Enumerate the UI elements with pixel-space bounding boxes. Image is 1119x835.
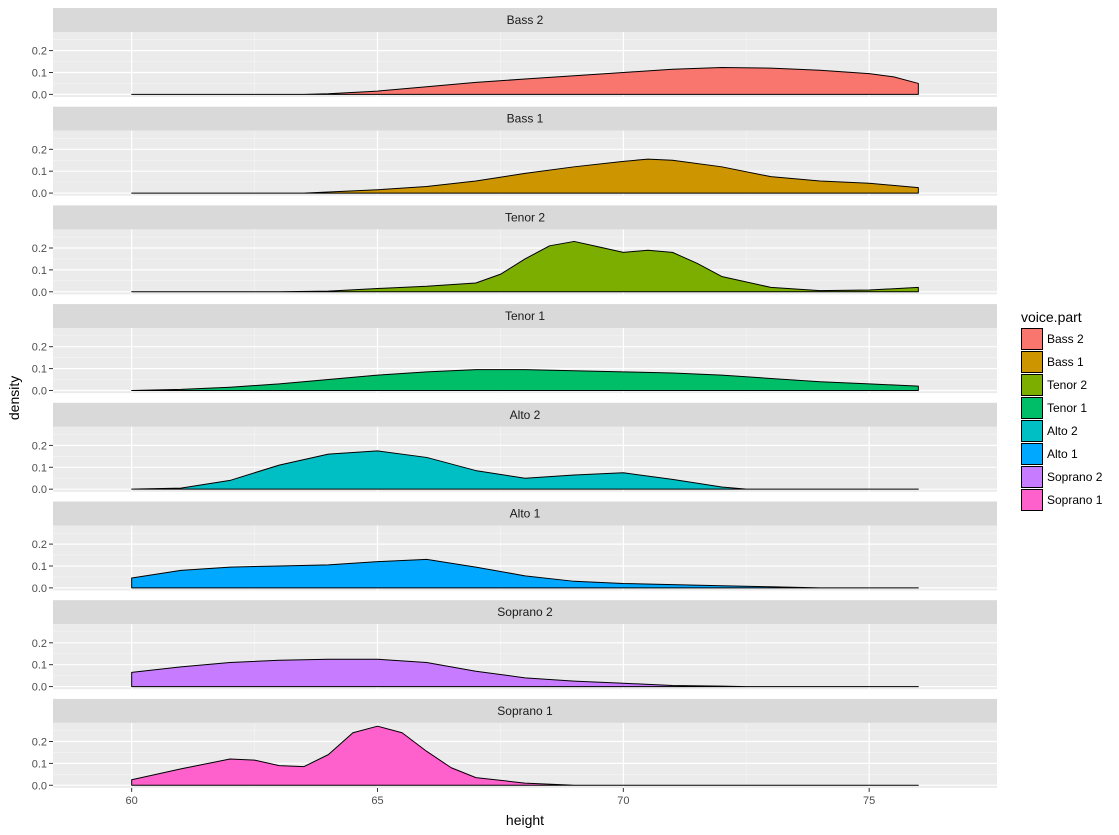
facet-panel: Soprano 1 0.0 0.1 0.2 bbox=[32, 698, 997, 792]
y-tick-label: 0.0 bbox=[32, 484, 47, 496]
density-area bbox=[131, 450, 919, 490]
density-area bbox=[131, 66, 919, 95]
y-tick-label: 0.2 bbox=[32, 342, 47, 354]
facet-strip-label: Tenor 2 bbox=[505, 210, 545, 224]
y-tick-label: 0.0 bbox=[32, 583, 47, 595]
x-axis: 60 65 70 75 bbox=[126, 787, 875, 807]
legend-swatch bbox=[1021, 328, 1043, 350]
density-area bbox=[131, 725, 919, 786]
legend: voice.part Bass 2 Bass 1 Tenor 2 Tenor 1 Alt… bbox=[1021, 309, 1103, 511]
legend-label: Tenor 1 bbox=[1047, 401, 1087, 415]
facet-strip-label: Alto 2 bbox=[510, 408, 541, 422]
y-tick-label: 0.1 bbox=[32, 67, 47, 79]
facet-panel: Soprano 2 0.0 0.1 0.2 bbox=[32, 600, 997, 694]
density-area bbox=[131, 158, 919, 194]
legend-swatch bbox=[1021, 351, 1043, 373]
y-tick-label: 0.1 bbox=[32, 265, 47, 277]
x-axis-title: height bbox=[506, 812, 544, 828]
legend-label: Alto 2 bbox=[1047, 424, 1078, 438]
y-tick-label: 0.0 bbox=[32, 682, 47, 694]
facet-panel: Bass 1 0.0 0.1 0.2 bbox=[32, 106, 997, 200]
legend-label: Soprano 2 bbox=[1047, 470, 1103, 484]
y-tick-label: 0.1 bbox=[32, 758, 47, 770]
legend-label: Soprano 1 bbox=[1047, 493, 1103, 507]
facet-strip-label: Alto 1 bbox=[510, 507, 541, 521]
y-axis-title: density bbox=[6, 376, 22, 420]
facet-strip-label: Bass 2 bbox=[507, 13, 544, 27]
y-tick-label: 0.1 bbox=[32, 166, 47, 178]
legend-swatch bbox=[1021, 489, 1043, 511]
facet-strip-label: Soprano 1 bbox=[497, 704, 553, 718]
density-area bbox=[131, 658, 919, 688]
facet-panel: Tenor 2 0.0 0.1 0.2 bbox=[32, 205, 997, 299]
facet-panel: Alto 1 0.0 0.1 0.2 bbox=[32, 501, 997, 595]
legend-title: voice.part bbox=[1021, 309, 1082, 325]
y-tick-label: 0.2 bbox=[32, 638, 47, 650]
y-tick-label: 0.2 bbox=[32, 539, 47, 551]
y-tick-label: 0.2 bbox=[32, 243, 47, 255]
y-tick-label: 0.2 bbox=[32, 737, 47, 749]
facet-panel: Bass 2 0.0 0.1 0.2 bbox=[32, 8, 997, 101]
legend-swatch bbox=[1021, 374, 1043, 396]
facet-strip-label: Tenor 1 bbox=[505, 309, 545, 323]
y-tick-label: 0.0 bbox=[32, 780, 47, 792]
density-area bbox=[131, 558, 919, 589]
x-tick-label: 70 bbox=[617, 795, 629, 807]
y-tick-label: 0.0 bbox=[32, 385, 47, 397]
facet-panel: Alto 2 0.0 0.1 0.2 bbox=[32, 402, 997, 496]
facet-strip-label: Soprano 2 bbox=[497, 605, 553, 619]
facet-panel: Tenor 1 0.0 0.1 0.2 bbox=[32, 304, 997, 397]
legend-label: Bass 1 bbox=[1047, 355, 1084, 369]
y-tick-label: 0.2 bbox=[32, 144, 47, 156]
legend-swatch bbox=[1021, 443, 1043, 465]
facet-strip bbox=[53, 8, 997, 32]
x-tick-label: 75 bbox=[863, 795, 875, 807]
legend-swatch bbox=[1021, 420, 1043, 442]
y-tick-label: 0.0 bbox=[32, 89, 47, 101]
x-tick-label: 65 bbox=[371, 795, 383, 807]
y-tick-label: 0.1 bbox=[32, 462, 47, 474]
y-tick-label: 0.1 bbox=[32, 660, 47, 672]
density-area bbox=[131, 240, 919, 293]
y-tick-label: 0.0 bbox=[32, 188, 47, 200]
facet-strip bbox=[53, 402, 997, 427]
facet-strip bbox=[53, 106, 997, 131]
density-area bbox=[131, 369, 919, 391]
facet-strip bbox=[53, 304, 997, 329]
legend-swatch bbox=[1021, 397, 1043, 419]
legend-label: Bass 2 bbox=[1047, 332, 1084, 346]
y-tick-label: 0.2 bbox=[32, 440, 47, 452]
facet-strip-label: Bass 1 bbox=[507, 112, 544, 126]
facet-strip bbox=[53, 600, 997, 625]
legend-swatch bbox=[1021, 466, 1043, 488]
facet-strip bbox=[53, 698, 997, 723]
y-tick-label: 0.2 bbox=[32, 46, 47, 58]
legend-label: Tenor 2 bbox=[1047, 378, 1087, 392]
y-tick-label: 0.0 bbox=[32, 287, 47, 299]
y-tick-label: 0.1 bbox=[32, 561, 47, 573]
facet-panels: Bass 2 0.0 0.1 0.2 Bass 1 0.0 0.1 0.2 Tenor 2 0.0… bbox=[32, 8, 997, 792]
facet-strip bbox=[53, 501, 997, 526]
facet-strip bbox=[53, 205, 997, 230]
y-tick-label: 0.1 bbox=[32, 364, 47, 376]
legend-label: Alto 1 bbox=[1047, 447, 1078, 461]
x-tick-label: 60 bbox=[126, 795, 138, 807]
